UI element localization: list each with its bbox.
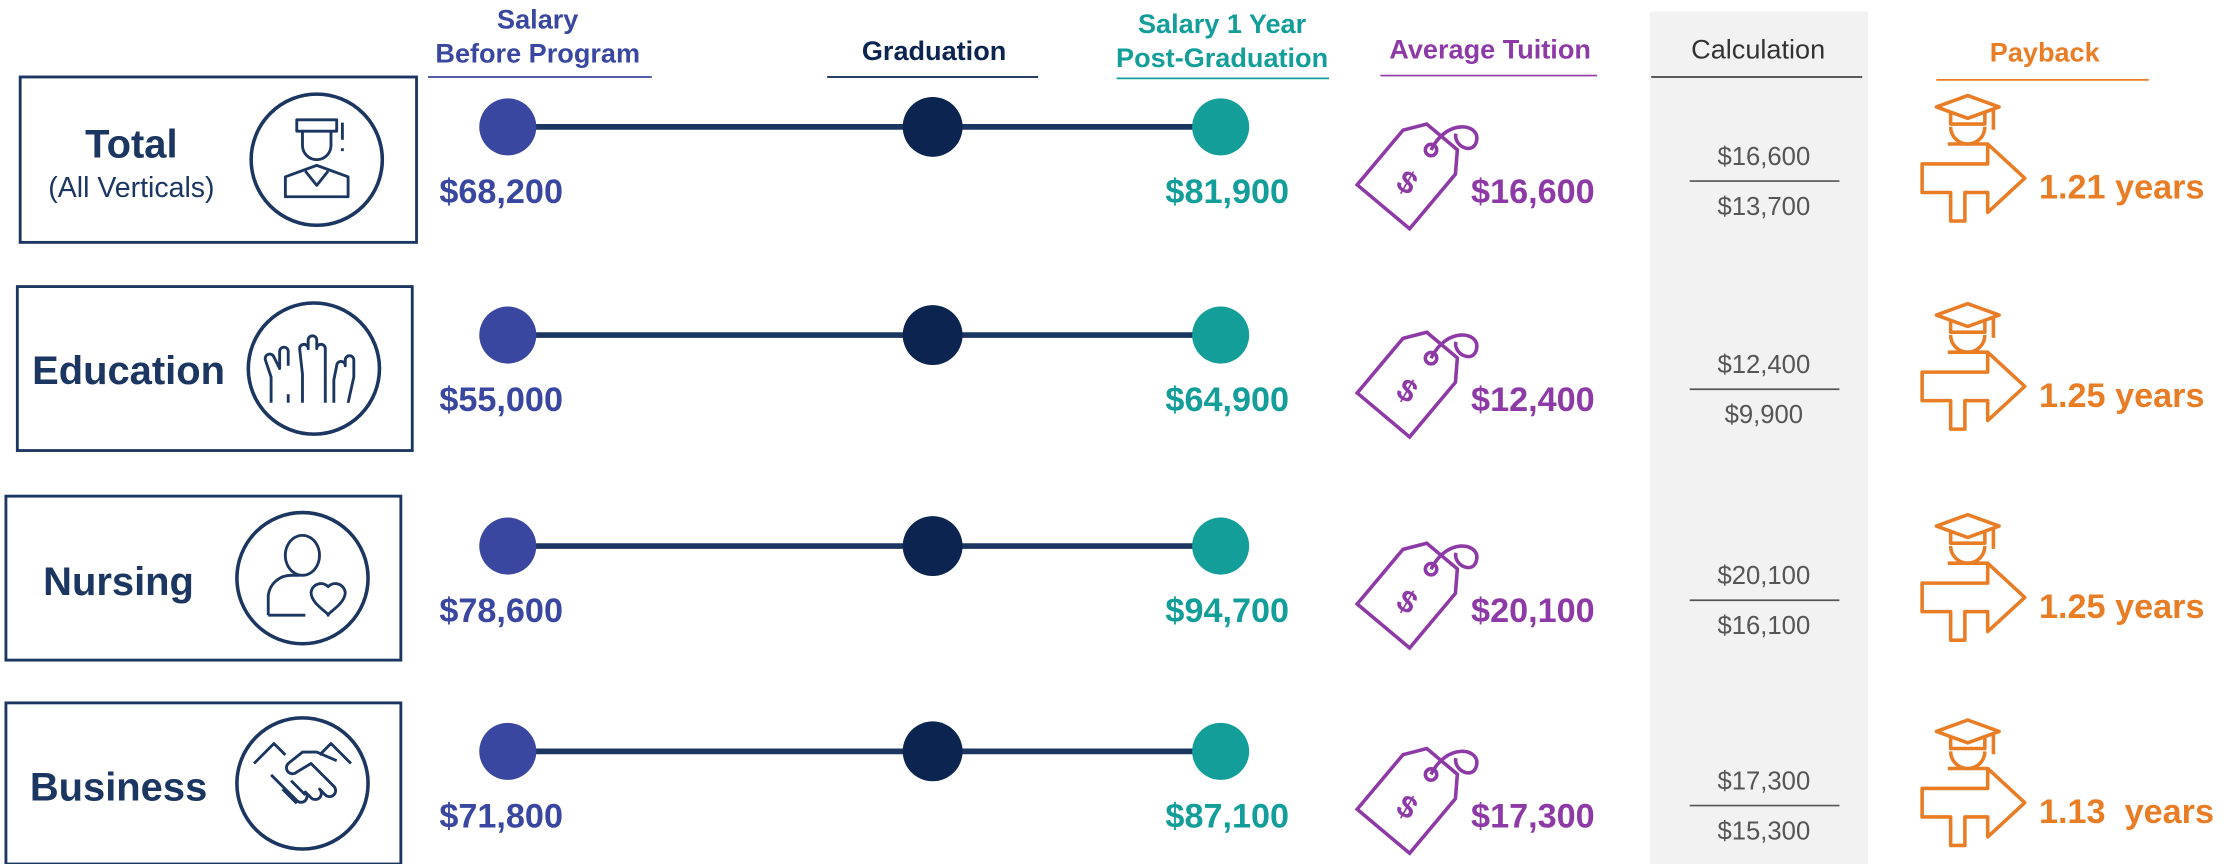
head (1948, 334, 1987, 354)
dot-graduation (902, 96, 963, 157)
row-icon (263, 334, 356, 404)
header-before-1: Salary (497, 4, 578, 35)
tag-dollar: $ (1391, 371, 1424, 410)
row-icon (283, 118, 350, 199)
salary-after: $81,900 (1165, 173, 1289, 211)
dot-after (1192, 517, 1250, 575)
row-icon-ring (246, 301, 382, 436)
calc-top: $16,600 (1717, 143, 1810, 171)
calc-top: $20,100 (1717, 562, 1810, 590)
cap (1934, 718, 2001, 755)
header-after-2: Post-Graduation (1116, 42, 1328, 73)
payback: 1.21 years (2039, 169, 2204, 207)
arrow-body (1920, 561, 2027, 642)
row-icon-ring (235, 510, 370, 646)
tag-string (1429, 125, 1479, 151)
salary-after: $64,900 (1165, 381, 1289, 419)
salary-before: $55,000 (439, 381, 563, 419)
row-box (4, 701, 403, 864)
row-name: Business (30, 765, 207, 809)
calc-bottom: $16,100 (1717, 612, 1810, 640)
cap (1934, 301, 2001, 338)
salary-before: $71,800 (439, 797, 563, 835)
tag-string (1429, 749, 1479, 776)
dot-graduation (902, 305, 963, 365)
payback-icon (1920, 301, 2027, 431)
tag-icon: $ (1354, 541, 1479, 651)
calc-top: $17,300 (1717, 768, 1810, 796)
header-after-1: Salary 1 Year (1138, 8, 1307, 39)
tag-hole (1423, 766, 1439, 782)
tuition: $17,300 (1471, 797, 1595, 835)
salary-after: $87,100 (1165, 797, 1289, 835)
cap (1934, 512, 2001, 549)
arrow-body (1920, 350, 2027, 431)
tag-body (1354, 330, 1460, 440)
calc-bottom: $15,300 (1717, 817, 1810, 845)
row-name: Education (32, 349, 225, 393)
arrow-body (1920, 766, 2027, 848)
row-icon (252, 742, 352, 805)
tuition: $12,400 (1471, 381, 1595, 419)
row-name: Total (85, 122, 177, 166)
salary-before: $68,200 (439, 173, 563, 211)
calc-bottom: $13,700 (1717, 193, 1810, 221)
payback-icon (1920, 93, 2027, 223)
dot-before (479, 98, 537, 156)
tag-body (1354, 122, 1460, 232)
dot-before (479, 306, 537, 364)
tag-dollar: $ (1391, 163, 1424, 202)
dot-graduation (902, 516, 963, 576)
header-calculation: Calculation (1691, 33, 1825, 64)
payback: 1.25 years (2039, 377, 2204, 415)
tuition: $20,100 (1471, 592, 1595, 630)
tag-icon: $ (1354, 122, 1479, 232)
header-payback: Payback (1990, 36, 2101, 67)
tag-body (1354, 541, 1460, 651)
head (1948, 751, 1987, 771)
row-box (18, 75, 418, 244)
arrow-body (1920, 142, 2027, 223)
dot-after (1192, 722, 1250, 780)
row-icon (266, 533, 347, 617)
row-icon-ring (249, 92, 385, 228)
tag-icon: $ (1354, 746, 1479, 856)
tag-dollar: $ (1391, 788, 1424, 827)
row-name: Nursing (43, 560, 194, 604)
tag-dollar: $ (1391, 582, 1424, 621)
header-before-2: Before Program (435, 38, 640, 69)
row-subname: (All Verticals) (48, 172, 214, 204)
calculation-panel (1649, 11, 1868, 864)
head (1948, 126, 1987, 146)
payback-icon (1920, 512, 2027, 642)
header-graduation: Graduation (862, 35, 1006, 66)
salary-before: $78,600 (439, 592, 563, 630)
dot-after (1192, 306, 1250, 364)
tuition: $16,600 (1471, 173, 1595, 211)
payback-icon (1920, 718, 2027, 848)
dot-graduation (902, 721, 963, 782)
header-tuition: Average Tuition (1389, 33, 1591, 64)
payback: 1.13 years (2039, 793, 2214, 831)
tag-body (1354, 746, 1460, 856)
tag-string (1429, 333, 1479, 359)
row-box (15, 285, 414, 452)
calc-bottom: $9,900 (1725, 401, 1803, 429)
row-box (4, 494, 403, 662)
dot-before (479, 517, 537, 575)
tag-string (1429, 544, 1479, 571)
salary-after: $94,700 (1165, 592, 1289, 630)
calc-top: $12,400 (1717, 351, 1810, 379)
dot-before (479, 722, 537, 780)
tag-icon: $ (1354, 330, 1479, 440)
row-icon-ring (235, 716, 370, 851)
dot-after (1192, 98, 1250, 156)
payback: 1.25 years (2039, 588, 2204, 626)
head (1948, 545, 1987, 565)
cap (1934, 93, 2001, 130)
